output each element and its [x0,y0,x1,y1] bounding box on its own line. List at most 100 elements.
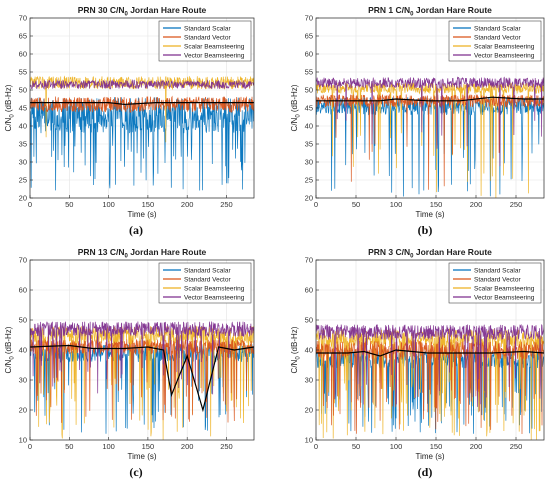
legend: Standard Scalar Standard Vector Scalar Bea… [158,20,252,62]
series-line-vector-beamsteering [30,321,254,395]
y-tick-label: 35 [305,140,313,149]
y-tick-label: 25 [19,176,27,185]
x-tick-label: 50 [352,200,360,209]
reference-line [30,344,254,413]
series-line-standard-vector [30,95,254,114]
title-rest: Jordan Hare Route [413,247,492,257]
y-tick-label: 40 [305,122,313,131]
y-tick-label: 60 [19,50,27,59]
series-group [316,323,544,440]
x-tick-label: 0 [28,200,32,209]
series-line-vector-beamsteering [30,79,254,90]
y-tick-label: 55 [305,68,313,77]
x-tick-label: 150 [430,200,443,209]
x-tick-label: 200 [181,200,194,209]
legend-entry: Standard Scalar [184,25,231,32]
x-tick-label: 250 [510,442,523,451]
series-line-standard-scalar [30,97,254,191]
legend-entry: Standard Vector [184,276,231,283]
series-line-scalar-beamsteering [30,325,254,440]
x-axis-label: Time (s) [127,452,156,461]
x-tick-label: 250 [220,200,233,209]
y-tick-label: 70 [19,14,27,23]
y-tick-label: 65 [19,32,27,41]
x-tick-label: 50 [65,200,73,209]
chart-panel-4: 0 50 100 150 200 250 10 20 30 40 50 60 70 PRN 3 C/N0 … [290,247,545,461]
y-tick-label: 20 [305,406,313,415]
x-tick-label: 100 [390,442,403,451]
ylabel-subscript: 0 [10,114,16,118]
ylabel-main: C/N [4,359,13,373]
y-axis-label: C/N0 (dB-Hz) [290,326,302,373]
y-axis-label: C/N0 (dB-Hz) [290,84,302,131]
series-line-vector-beamsteering [316,323,544,407]
legend-entry: Scalar Beamsteering [474,43,535,50]
y-tick-label: 50 [305,316,313,325]
y-tick-label: 50 [19,86,27,95]
legend-entry: Vector Beamsteering [474,294,535,301]
x-tick-label: 100 [102,200,115,209]
chart-panel-1: 0 50 100 150 200 250 20 25 30 35 40 45 50 55 60 65 70 PRN… [4,5,255,219]
title-subscript: 0 [125,254,129,260]
ylabel-main: C/N [290,117,299,131]
x-tick-label: 150 [142,200,155,209]
legend-entry: Scalar Beamsteering [184,285,245,292]
legend-entry: Vector Beamsteering [184,52,245,59]
reference-line [30,101,254,106]
x-tick-label: 100 [390,200,403,209]
x-tick-label: 50 [352,442,360,451]
series-line-vector-beamsteering [316,76,544,167]
y-tick-label: 20 [305,194,313,203]
legend: Standard Scalar Standard Vector Scalar Bea… [448,20,542,62]
ylabel-rest: (dB-Hz) [4,84,13,114]
ylabel-subscript: 0 [296,356,302,360]
ylabel-subscript: 0 [296,114,302,118]
legend-entry: Vector Beamsteering [474,52,535,59]
legend-entry: Standard Vector [474,276,521,283]
y-tick-label: 30 [19,376,27,385]
panel-title: PRN 13 C/N0 Jordan Hare Route [78,247,207,260]
y-tick-label: 20 [19,406,27,415]
y-tick-label: 60 [19,286,27,295]
y-tick-label: 50 [19,316,27,325]
series-group [316,76,544,198]
panel-caption: (d) [418,465,433,479]
x-tick-label: 200 [470,200,483,209]
y-tick-label: 45 [19,104,27,113]
title-subscript: 0 [410,12,414,18]
legend-entry: Vector Beamsteering [184,294,245,301]
panel-caption: (a) [129,223,143,237]
y-tick-label: 40 [305,346,313,355]
y-tick-label: 35 [19,140,27,149]
ylabel-main: C/N [4,117,13,131]
title-rest: Jordan Hare Route [128,5,207,15]
series-line-standard-vector [316,340,544,435]
x-tick-label: 100 [102,442,115,451]
legend-entry: Scalar Beamsteering [184,43,245,50]
title-main: PRN 13 C/N [78,247,125,257]
y-tick-label: 25 [305,176,313,185]
panel-title: PRN 3 C/N0 Jordan Hare Route [368,247,492,260]
x-tick-label: 250 [510,200,523,209]
legend-entry: Standard Vector [474,34,521,41]
y-tick-label: 50 [305,86,313,95]
legend-entry: Standard Vector [184,34,231,41]
legend-entry: Standard Scalar [184,267,231,274]
y-tick-label: 60 [305,50,313,59]
panel-caption: (c) [129,465,142,479]
series-line-scalar-beamsteering [316,81,544,198]
title-rest: Jordan Hare Route [413,5,492,15]
y-axis-label: C/N0 (dB-Hz) [4,84,16,131]
y-tick-label: 10 [19,436,27,445]
legend: Standard Scalar Standard Vector Scalar Bea… [158,262,252,304]
title-main: PRN 1 C/N [368,5,410,15]
ylabel-rest: (dB-Hz) [4,326,13,356]
series-group [30,321,254,440]
x-tick-label: 150 [430,442,443,451]
x-tick-label: 250 [220,442,233,451]
y-tick-label: 60 [305,286,313,295]
reference-line [316,349,544,357]
x-tick-label: 150 [142,442,155,451]
y-tick-label: 70 [19,256,27,265]
